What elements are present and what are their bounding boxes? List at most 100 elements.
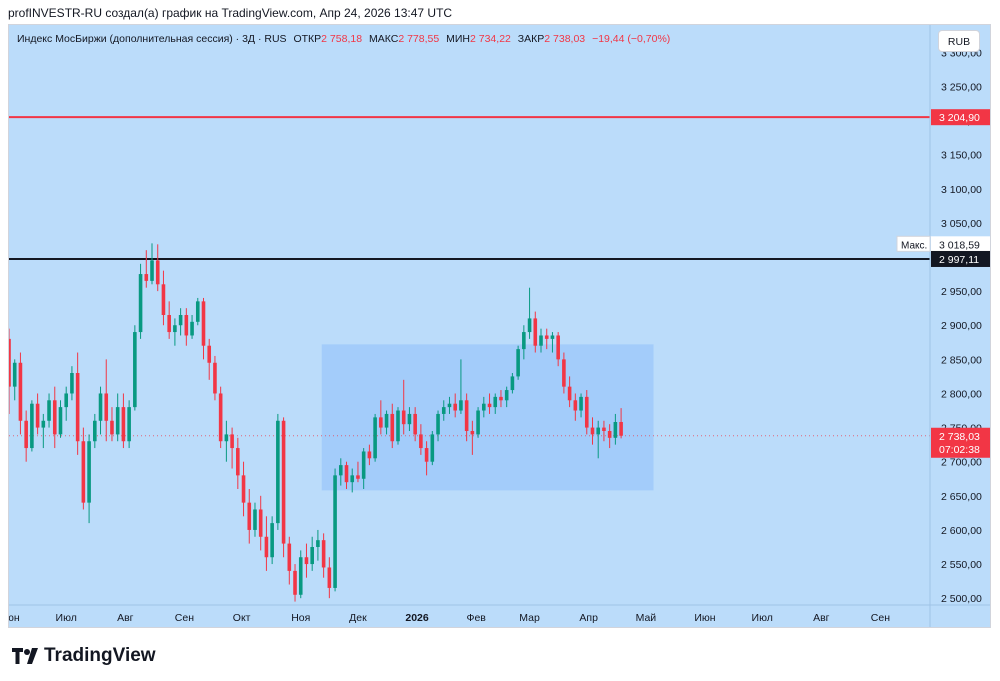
candle-body [310, 547, 314, 565]
candle-body [52, 400, 57, 435]
candle-body [207, 345, 212, 363]
candle-body [110, 420, 114, 435]
candle-body [138, 274, 143, 333]
high-label: МАКС [368, 33, 399, 45]
candle-body [447, 403, 452, 408]
candle-body [133, 332, 137, 408]
candle-body [264, 536, 269, 558]
close-value: 2 738,03 [544, 33, 586, 45]
candle-body [24, 420, 28, 449]
candle-body [104, 393, 109, 421]
candle-body [361, 451, 366, 479]
candle-body [338, 465, 343, 476]
candle-body [487, 403, 492, 408]
chart-area[interactable]: 2 500,00 2 550,00 2 600,00 2 650,00 2 700,00… [8, 24, 991, 628]
instrument-name: Индекс МосБиржи (дополнительная сессия) … [17, 33, 287, 45]
candle-body [344, 465, 349, 483]
candle-body [258, 509, 263, 537]
candle-body [321, 540, 326, 568]
candle-body [476, 410, 480, 435]
x-tick-label: Ноя [291, 612, 310, 624]
x-tick-label: Июл [752, 612, 773, 624]
x-tick-label: Дек [349, 612, 367, 624]
candle-body [607, 431, 612, 438]
brand-text: TradingView [44, 645, 156, 666]
currency-button[interactable]: RUB [938, 30, 980, 52]
countdown-label: 07:02:38 [939, 444, 980, 456]
candle-body [9, 338, 11, 387]
y-tick-label: 3 100,00 [941, 184, 982, 196]
candle-body [287, 543, 292, 571]
candle-body [75, 373, 80, 442]
x-tick-label: Сен [175, 612, 194, 624]
open-value: 2 758,18 [321, 33, 363, 45]
candle-body [407, 413, 412, 425]
tradingview-logo[interactable]: TradingView [12, 645, 156, 667]
candle-body [584, 396, 589, 428]
candle-body [81, 441, 86, 503]
candle-body [613, 422, 618, 438]
x-tick-label: Окт [233, 612, 251, 624]
x-tick-label: Июн [9, 612, 20, 624]
candle-body [213, 362, 217, 394]
low-value: 2 734,22 [470, 33, 511, 45]
candle-body [499, 396, 503, 401]
candle-body [356, 475, 360, 479]
price-axis-panel [930, 25, 990, 627]
candle-body [367, 451, 372, 459]
candle-body [241, 475, 246, 503]
candle-body [516, 349, 520, 377]
x-tick-label: Сен [871, 612, 890, 624]
resistance-label: 3 204,90 [939, 112, 980, 124]
ohlc-legend: Индекс МосБиржи (дополнительная сессия) … [17, 33, 670, 45]
candle-body [533, 318, 538, 346]
candle-body [579, 396, 583, 411]
last-price-box [931, 427, 990, 458]
candlestick-chart[interactable]: 2 500,00 2 550,00 2 600,00 2 650,00 2 700,00… [9, 25, 991, 628]
candle-body [155, 260, 160, 285]
candle-body [539, 335, 543, 346]
candle-body [127, 407, 131, 442]
candle-body [115, 407, 120, 435]
candle-body [396, 410, 400, 442]
chart-caption: profINVESTR-RU создал(а) график на Tradi… [8, 6, 453, 20]
x-tick-label: Фев [466, 612, 486, 624]
candle-body [173, 325, 177, 333]
candle-body [304, 557, 309, 565]
candle-body [218, 393, 223, 442]
y-tick-label: 3 050,00 [941, 218, 982, 230]
candle-body [121, 407, 126, 442]
candle-body [430, 434, 435, 462]
max-marker-text: Макс. [901, 240, 927, 251]
candle-body [333, 475, 337, 588]
candle-body [47, 400, 51, 421]
candle-body [12, 362, 17, 387]
candle-body [390, 413, 395, 442]
candle-body [253, 509, 257, 530]
x-tick-label: Июн [694, 612, 715, 624]
y-tick-label: 2 800,00 [941, 388, 982, 400]
candle-body [550, 335, 555, 339]
last-price-label: 2 738,03 [939, 431, 980, 443]
change-value: −19,44 (−0,70%) [592, 33, 671, 45]
candle-body [562, 359, 566, 387]
candle-body [419, 434, 423, 449]
candle-body [384, 413, 389, 428]
max-marker-box [896, 235, 931, 252]
candle-body [424, 448, 429, 462]
candle-body [201, 301, 206, 346]
candle-body [470, 431, 475, 435]
candle-body [436, 413, 440, 435]
candle-body [58, 407, 63, 435]
candle-body [281, 420, 286, 544]
candle-body [596, 427, 601, 435]
candle-body [527, 318, 532, 333]
y-tick-label: 2 950,00 [941, 286, 982, 298]
candle-body [482, 403, 486, 411]
candle-body [441, 407, 446, 414]
candle-body [350, 475, 355, 483]
candle-body [184, 315, 189, 336]
candle-body [373, 417, 377, 459]
candle-body [293, 570, 297, 595]
candle-body [70, 373, 74, 394]
